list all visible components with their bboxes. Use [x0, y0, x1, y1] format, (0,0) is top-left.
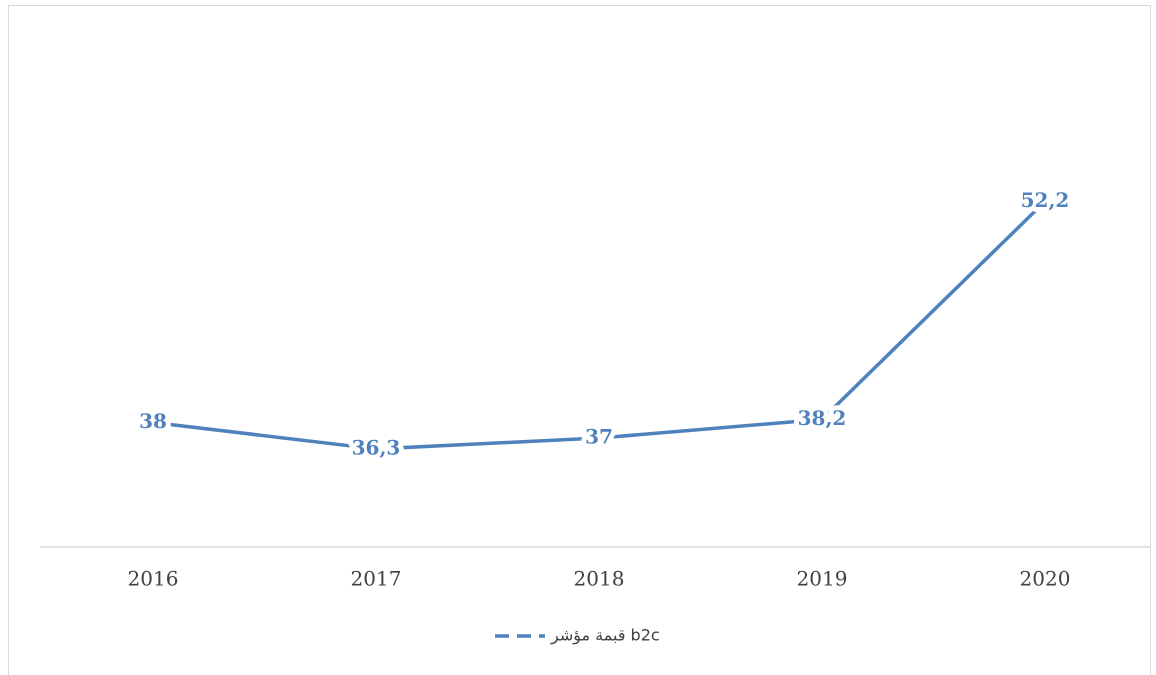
data-label: 38 — [139, 409, 167, 433]
data-label: 52,2 — [1021, 188, 1070, 212]
legend-label: قبمة مؤشر b2c — [550, 626, 660, 646]
data-label: 37 — [585, 425, 613, 449]
x-tick-label: 2018 — [574, 567, 625, 591]
chart-frame — [8, 5, 1151, 675]
x-tick-label: 2020 — [1020, 567, 1071, 591]
x-tick-label: 2017 — [351, 567, 402, 591]
line-series — [152, 200, 1047, 451]
data-label: 38,2 — [798, 406, 847, 430]
data-label: 36,3 — [352, 435, 401, 459]
x-tick-label: 2016 — [128, 567, 179, 591]
x-tick-label: 2019 — [797, 567, 848, 591]
